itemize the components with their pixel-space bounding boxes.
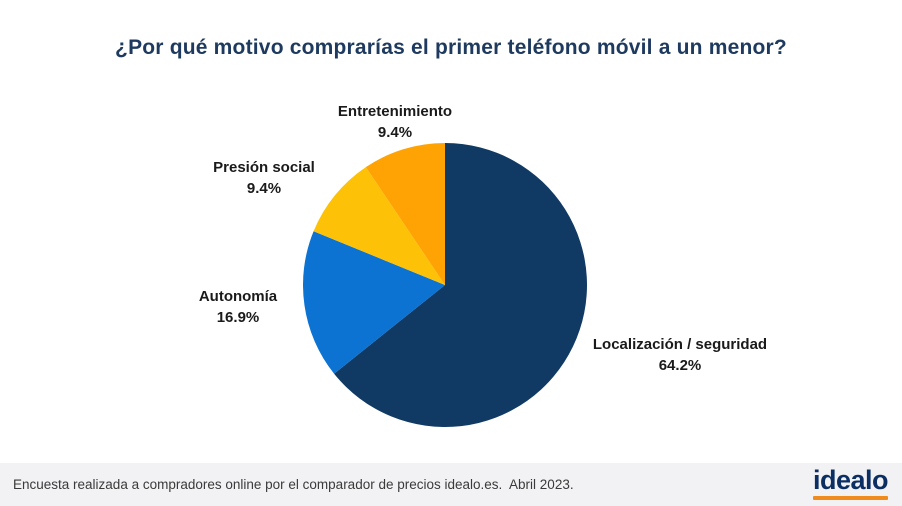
segment-name: Localización / seguridad: [592, 336, 768, 353]
idealo-logo: idealo: [812, 465, 889, 502]
pie-segment-localizacion-seguridad: [334, 143, 587, 427]
segment-percent: 16.9%: [216, 309, 260, 326]
segment-percent: 9.4%: [377, 124, 413, 141]
segment-label-autonomia: Autonomía 16.9%: [118, 286, 358, 328]
segment-name: Entretenimiento: [337, 103, 453, 120]
segment-name: Presión social: [213, 159, 315, 176]
idealo-logo-underline: [812, 496, 888, 500]
footer-caption: Encuesta realizada a compradores online …: [13, 477, 574, 492]
segment-label-presion-social: Presión social 9.4%: [144, 157, 384, 199]
pie-segment-presion-social: [313, 167, 445, 285]
pie-segment-autonomia: [303, 231, 445, 374]
segment-percent: 9.4%: [246, 180, 282, 197]
segment-percent: 64.2%: [658, 357, 702, 374]
footer-bar: Encuesta realizada a compradores online …: [0, 463, 902, 506]
idealo-logo-text: idealo: [812, 465, 889, 495]
pie-segment-entretenimiento: [365, 143, 445, 285]
segment-label-localizacion-seguridad: Localización / seguridad 64.2%: [560, 334, 800, 376]
segment-label-entretenimiento: Entretenimiento 9.4%: [275, 101, 515, 143]
segment-name: Autonomía: [198, 288, 278, 305]
pie-chart: [303, 143, 587, 427]
chart-title: ¿Por qué motivo comprarías el primer tel…: [115, 36, 787, 59]
pie-svg: [303, 143, 587, 427]
